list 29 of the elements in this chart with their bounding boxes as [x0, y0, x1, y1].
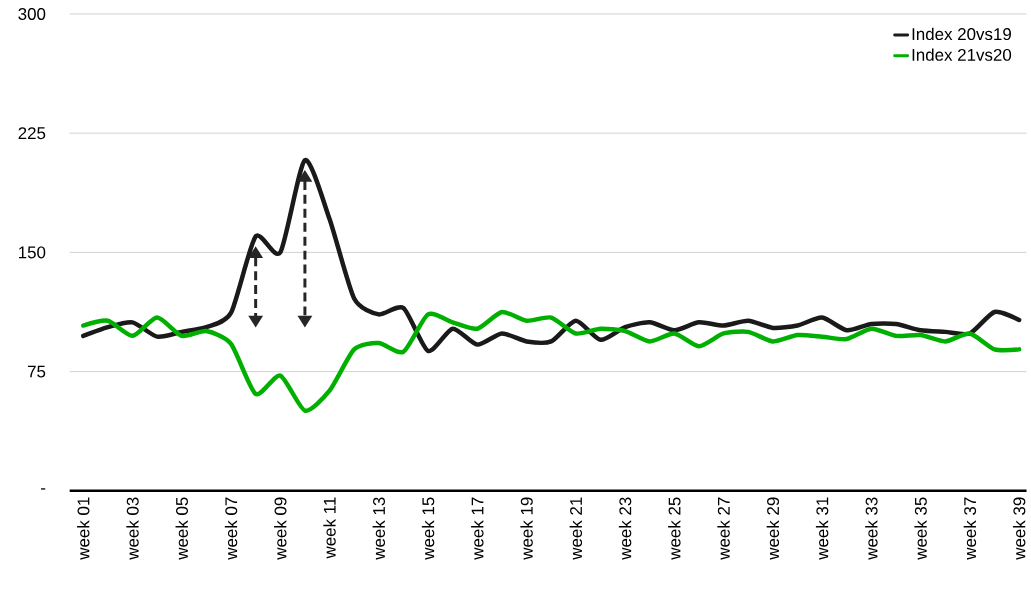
y-tick-label: 225	[18, 126, 46, 139]
x-tick-label: week 17	[471, 497, 484, 560]
line-series	[81, 157, 1022, 353]
y-tick-label: 300	[18, 7, 46, 20]
x-tick-label: week 19	[520, 497, 533, 560]
x-tick-label: week 29	[766, 497, 780, 560]
y-tick-label: 75	[27, 365, 46, 378]
line-series	[81, 309, 1022, 413]
x-tick-label: week 11	[323, 497, 336, 559]
x-tick-label: week 07	[224, 497, 238, 560]
y-tick-label: 150	[19, 246, 46, 259]
x-tick-label: week 25	[668, 497, 681, 560]
x-tick-label: week 09	[274, 497, 287, 560]
x-tick-label: week 37	[963, 497, 977, 560]
x-tick-label: week 23	[618, 497, 632, 560]
x-tick-label: week 13	[372, 497, 386, 560]
x-tick-label: week 33	[865, 497, 878, 560]
x-tick-label: week 31	[815, 497, 829, 560]
x-tick-label: week 15	[421, 497, 435, 560]
x-tick-label: week 39	[1012, 497, 1026, 560]
x-tick-label: week 35	[914, 497, 927, 560]
y-tick-label: -	[41, 488, 46, 490]
x-tick-label: week 21	[569, 497, 583, 560]
legend-label: Index 21vs20	[912, 48, 1012, 61]
x-tick-label: week 01	[77, 497, 90, 560]
x-tick-label: week 27	[717, 497, 730, 560]
legend-label: Index 20vs19	[912, 27, 1011, 40]
x-tick-label: week 05	[175, 497, 188, 560]
x-tick-label: week 03	[126, 497, 139, 560]
